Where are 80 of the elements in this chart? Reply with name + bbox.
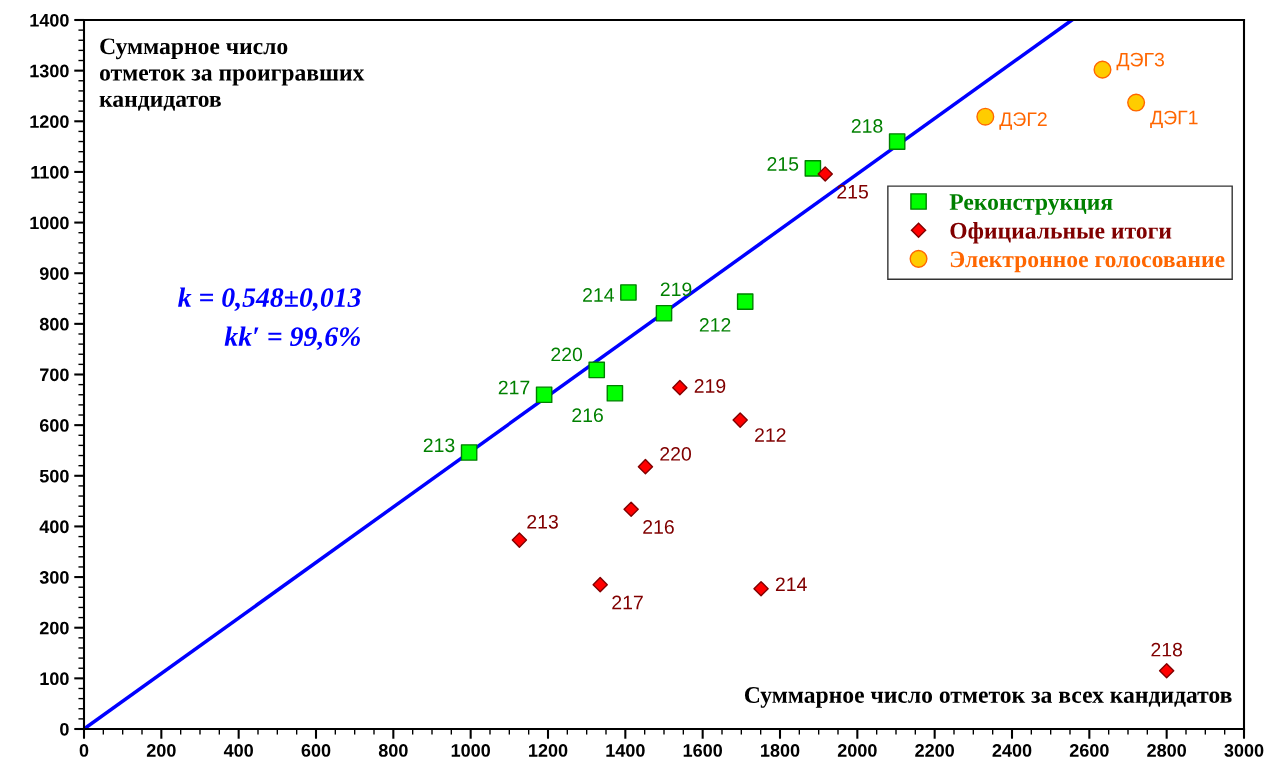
annotation: 214 (775, 577, 807, 591)
point (511, 532, 528, 548)
y-tick-label: 900 (39, 267, 69, 280)
annotation: 215 (767, 157, 799, 171)
x-tick-label: 2000 (837, 744, 877, 757)
annotation: 220 (660, 447, 692, 461)
point (606, 384, 624, 402)
point (588, 361, 606, 379)
x-tick-label: 1600 (683, 744, 723, 757)
point (672, 379, 688, 396)
annotation: ДЭГ2 (999, 112, 1047, 130)
annotation: 218 (851, 119, 883, 133)
point (753, 580, 769, 597)
x-tick-label: 2600 (1069, 744, 1109, 757)
point (976, 107, 995, 126)
annotation: 217 (498, 380, 530, 395)
y-tick-label: 0 (60, 722, 69, 736)
point (1093, 60, 1112, 79)
x-tick-label: 400 (223, 744, 253, 757)
y-tick-label: 1200 (30, 115, 69, 129)
x-tick-label: 2200 (915, 744, 955, 757)
point (623, 501, 639, 517)
x-axis-title: Суммарное число отметок за всех кандидатов (744, 687, 1232, 708)
annotation: 216 (643, 520, 674, 534)
annotation: 213 (423, 438, 455, 453)
annotation: 216 (572, 408, 603, 423)
x-tick-label: 0 (79, 744, 89, 757)
annotation: ДЭГ3 (1116, 52, 1164, 71)
y-tick-label: 700 (40, 368, 69, 382)
x-tick-label: 200 (146, 744, 176, 757)
point (817, 166, 834, 182)
point (535, 386, 553, 404)
annotation: 219 (660, 282, 692, 297)
annotation: kk′ = 99,6% (224, 326, 360, 351)
legend-label: Официальные итоги (950, 222, 1172, 244)
annotation: 218 (1151, 642, 1183, 657)
legend-label: Электронное голосование (950, 251, 1225, 273)
y-tick-label: 600 (39, 419, 69, 432)
annotation: ДЭГ1 (1150, 110, 1198, 129)
x-tick-label: 2400 (992, 744, 1032, 757)
point (736, 293, 754, 310)
point (1127, 93, 1146, 112)
point (655, 304, 673, 322)
x-tick-label: 1800 (761, 744, 800, 757)
y-tick-label: 1100 (31, 165, 69, 179)
annotation: 215 (837, 184, 868, 199)
y-tick-label: 800 (39, 317, 69, 331)
y-tick-label: 1400 (30, 13, 69, 27)
legend-label: Реконструкция (949, 194, 1113, 215)
y-tick-label: 1300 (30, 64, 69, 78)
annotation: 217 (612, 595, 643, 610)
x-tick-label: 2800 (1147, 744, 1187, 757)
annotation: 214 (583, 288, 614, 302)
annotation: 220 (551, 347, 583, 362)
y-axis-title: Суммарное число отметок за проигравших кандидатов (99, 38, 365, 111)
x-tick-label: 1200 (529, 744, 568, 757)
point (592, 576, 608, 593)
point (460, 444, 478, 461)
y-tick-label: 200 (39, 621, 69, 635)
y-tick-label: 1000 (30, 216, 69, 230)
y-tick-label: 300 (39, 571, 69, 584)
annotation: 219 (694, 379, 726, 393)
y-tick-label: 400 (39, 520, 69, 534)
annotation: 212 (755, 428, 786, 442)
point (637, 458, 654, 475)
x-tick-label: 800 (378, 744, 408, 757)
annotation: k = 0,548±0,013 (178, 287, 361, 312)
point (888, 133, 906, 150)
point (620, 284, 637, 301)
point (804, 160, 822, 177)
point (732, 412, 748, 428)
y-tick-label: 100 (40, 672, 69, 686)
annotation: 212 (699, 318, 731, 332)
x-tick-label: 3000 (1224, 744, 1264, 757)
x-tick-label: 1000 (451, 744, 491, 757)
x-tick-label: 600 (301, 744, 331, 757)
point (1158, 662, 1175, 679)
x-tick-label: 1400 (606, 744, 645, 757)
annotation: 213 (527, 514, 558, 529)
y-tick-label: 500 (39, 469, 69, 483)
